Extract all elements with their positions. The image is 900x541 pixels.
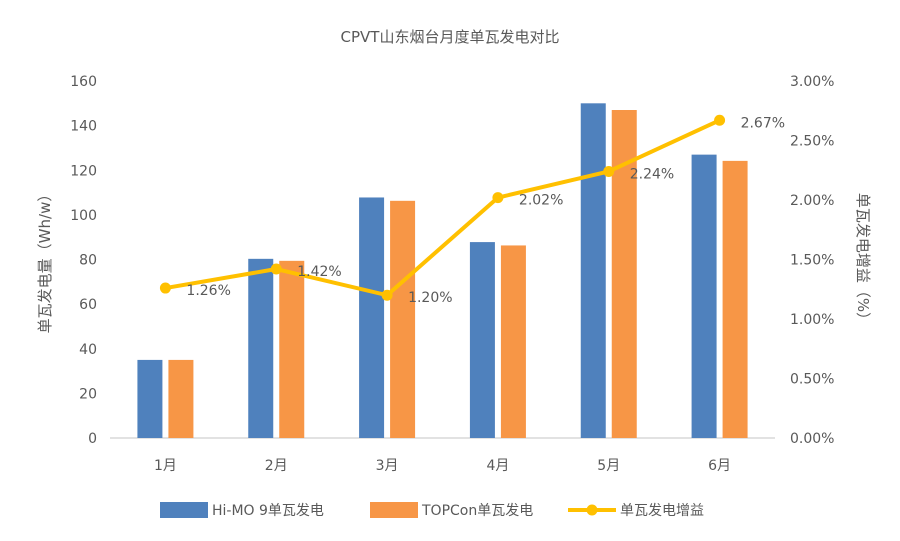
y2-tick-label: 2.50%: [790, 134, 834, 150]
gain-point: [714, 114, 726, 126]
y2-tick-label: 3.00%: [790, 74, 834, 90]
y2-tick-label: 1.50%: [790, 253, 834, 269]
x-tick-label: 5月: [597, 458, 620, 474]
x-tick-label: 3月: [376, 458, 399, 474]
bar-himo9: [359, 197, 385, 438]
gain-point: [270, 263, 282, 275]
x-tick-label: 4月: [486, 458, 509, 474]
bar-himo9: [248, 258, 274, 438]
y-tick-label: 0: [88, 431, 97, 447]
y-tick-label: 140: [70, 119, 97, 135]
x-tick-label: 2月: [265, 458, 288, 474]
y-tick-label: 20: [79, 386, 97, 402]
bar-himo9: [469, 242, 495, 438]
x-tick-label: 1月: [154, 458, 177, 474]
y-axis-label: 单瓦发电量（Wh/w）: [36, 187, 54, 334]
data-label: 1.20%: [408, 290, 452, 306]
y2-tick-label: 2.00%: [790, 193, 834, 209]
bar-topcon: [390, 200, 416, 438]
gain-line: [165, 118, 721, 298]
bar-topcon: [168, 359, 194, 438]
legend-swatch: [160, 502, 208, 518]
legend-swatch: [370, 502, 418, 518]
legend-marker: [586, 504, 598, 516]
bar-topcon: [500, 245, 526, 438]
y2-tick-label: 0.00%: [790, 431, 834, 447]
gain-point: [381, 289, 393, 301]
data-label: 2.02%: [519, 193, 563, 209]
y-tick-label: 40: [79, 342, 97, 358]
y2-axis-label: 单瓦发电增益（%）: [854, 193, 872, 327]
legend-label: Hi-MO 9单瓦发电: [212, 503, 324, 519]
data-label: 1.26%: [186, 283, 230, 299]
bar-himo9: [691, 154, 717, 438]
data-label: 2.67%: [741, 115, 785, 131]
bar-himo9: [137, 359, 163, 438]
data-label: 2.24%: [630, 166, 674, 182]
gain-point: [159, 282, 171, 294]
legend-label: TOPCon单瓦发电: [421, 503, 533, 519]
y-tick-label: 120: [70, 163, 97, 179]
bar-topcon: [722, 160, 748, 438]
bar-topcon: [279, 260, 305, 438]
bar-himo9: [580, 103, 606, 438]
chart-title: CPVT山东烟台月度单瓦发电对比: [341, 28, 560, 46]
y-tick-label: 80: [79, 253, 97, 269]
x-tick-label: 6月: [708, 458, 731, 474]
y2-tick-label: 1.00%: [790, 312, 834, 328]
y-tick-label: 160: [70, 74, 97, 90]
data-label: 1.42%: [297, 264, 341, 280]
y-tick-label: 60: [79, 297, 97, 313]
y2-tick-label: 0.50%: [790, 372, 834, 388]
gain-point: [492, 192, 504, 204]
legend-label: 单瓦发电增益: [620, 503, 704, 519]
y-tick-label: 100: [70, 208, 97, 224]
gain-point: [603, 165, 615, 177]
